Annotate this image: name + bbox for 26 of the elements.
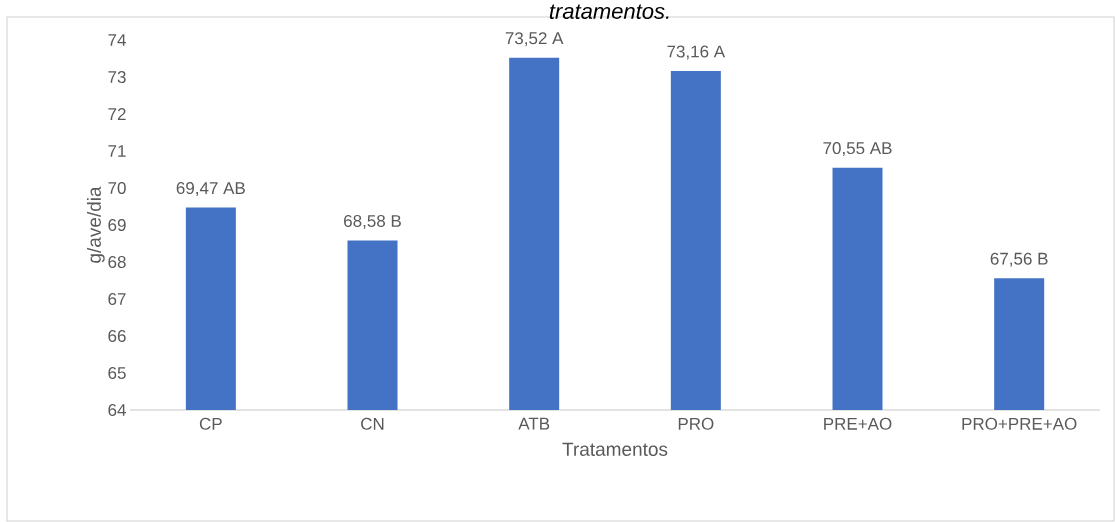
x-tick-label: PRO (678, 417, 714, 430)
y-tick-label: 65 (108, 366, 126, 380)
y-tick-label: 67 (108, 292, 126, 306)
x-tick-label: PRO+PRE+AO (962, 417, 1077, 430)
data-label: 70,55 AB (823, 142, 892, 157)
chart-title: tratamentos. (549, 4, 669, 19)
x-tick-label: ATB (518, 417, 550, 430)
data-label: 67,56 B (990, 252, 1048, 267)
data-label: 73,52 A (505, 32, 564, 47)
y-tick-label: 69 (108, 218, 126, 232)
y-tick-label: 66 (108, 329, 126, 343)
data-label: 73,16 A (667, 45, 726, 60)
y-tick-label: 70 (108, 181, 126, 195)
x-tick-label: CP (199, 417, 222, 430)
x-tick-label: PRE+AO (824, 417, 892, 430)
y-tick-label: 72 (108, 108, 126, 120)
y-tick-label: 64 (108, 403, 126, 417)
y-tick-label: 71 (108, 145, 126, 157)
y-tick-label: 73 (108, 70, 126, 84)
data-label: 69,47 AB (176, 182, 245, 197)
y-tick-label: 68 (108, 255, 126, 269)
data-label: 68,58 B (344, 214, 401, 230)
y-axis-title: g/ave/dia (86, 186, 105, 263)
y-tick-label: 74 (108, 34, 126, 46)
x-tick-label: CN (361, 417, 384, 430)
x-axis-title: Tratamentos (562, 442, 668, 456)
